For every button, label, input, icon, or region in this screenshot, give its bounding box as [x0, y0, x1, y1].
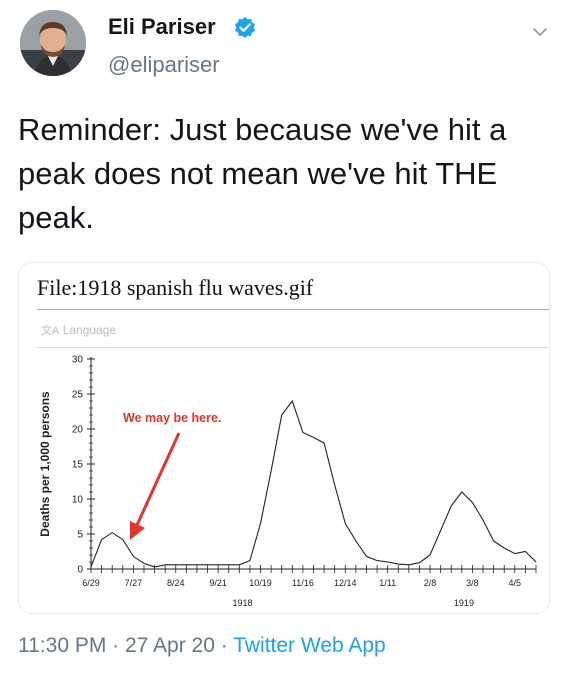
language-label: Language — [62, 323, 117, 337]
chart-annotation: We may be here. — [123, 411, 221, 540]
x-tick-label: 3/8 — [466, 578, 479, 588]
y-tick-label: 10 — [72, 495, 84, 506]
y-tick-label: 15 — [72, 460, 84, 471]
y-tick-label: 25 — [72, 390, 84, 401]
annotation-arrow-head — [130, 521, 145, 540]
annotation-text: We may be here. — [123, 411, 221, 425]
y-tick-label: 20 — [72, 425, 84, 436]
x-tick-label: 1/11 — [379, 578, 396, 588]
language-divider — [37, 347, 549, 348]
language-selector[interactable]: 文A Language — [41, 322, 116, 338]
source-app[interactable]: Twitter Web App — [233, 634, 386, 657]
verified-badge-icon — [235, 17, 255, 38]
card-title: File:1918 spanish flu waves.gif — [37, 275, 314, 300]
x-tick-label: 7/27 — [125, 578, 143, 588]
x-tick-label: 8/24 — [167, 578, 185, 588]
y-tick-label: 0 — [77, 565, 83, 576]
media-card[interactable]: File:1918 spanish flu waves.gif 文A Langu… — [18, 262, 550, 614]
y-axis-label: Deaths per 1,000 persons — [38, 391, 52, 537]
flu-waves-chart: 0 5 10 15 20 25 30 6/29 7/27 8/24 9/21 10/19 11/16 12… — [38, 355, 537, 609]
separator: · — [214, 634, 234, 657]
chart-ticks — [87, 358, 537, 573]
year-label: 1918 — [232, 598, 252, 608]
chevron-down-icon[interactable] — [528, 20, 552, 44]
x-tick-label: 12/14 — [334, 578, 357, 588]
y-tick-label: 30 — [72, 355, 84, 366]
chart-axes — [90, 357, 536, 570]
series-line — [90, 399, 537, 568]
chart-labels: 0 5 10 15 20 25 30 6/29 7/27 8/24 9/21 10/19 11/16 12… — [38, 355, 521, 609]
title-divider — [37, 309, 549, 310]
author-name[interactable]: Eli Pariser — [108, 14, 216, 39]
author-handle[interactable]: @elipariser — [108, 52, 220, 77]
x-tick-label: 11/16 — [292, 578, 314, 588]
x-tick-label: 2/8 — [424, 578, 437, 588]
tweet-time[interactable]: 11:30 PM — [18, 634, 107, 657]
tweet-footer: 11:30 PM · 27 Apr 20 · Twitter Web App — [18, 634, 386, 658]
x-tick-label: 9/21 — [209, 578, 227, 588]
profile-photo-icon — [20, 10, 86, 76]
x-tick-label: 4/5 — [509, 578, 522, 588]
x-tick-label: 6/29 — [82, 578, 100, 588]
x-tick-label: 10/19 — [249, 578, 272, 588]
tweet-date[interactable]: 27 Apr 20 — [125, 634, 215, 657]
translate-icon: 文A — [41, 325, 60, 337]
tweet-text: Reminder: Just because we've hit a peak … — [18, 112, 507, 235]
separator: · — [106, 634, 125, 657]
y-tick-label: 5 — [77, 530, 83, 541]
avatar[interactable] — [20, 10, 86, 76]
year-label: 1919 — [454, 598, 474, 608]
annotation-arrow-shaft — [135, 432, 181, 526]
